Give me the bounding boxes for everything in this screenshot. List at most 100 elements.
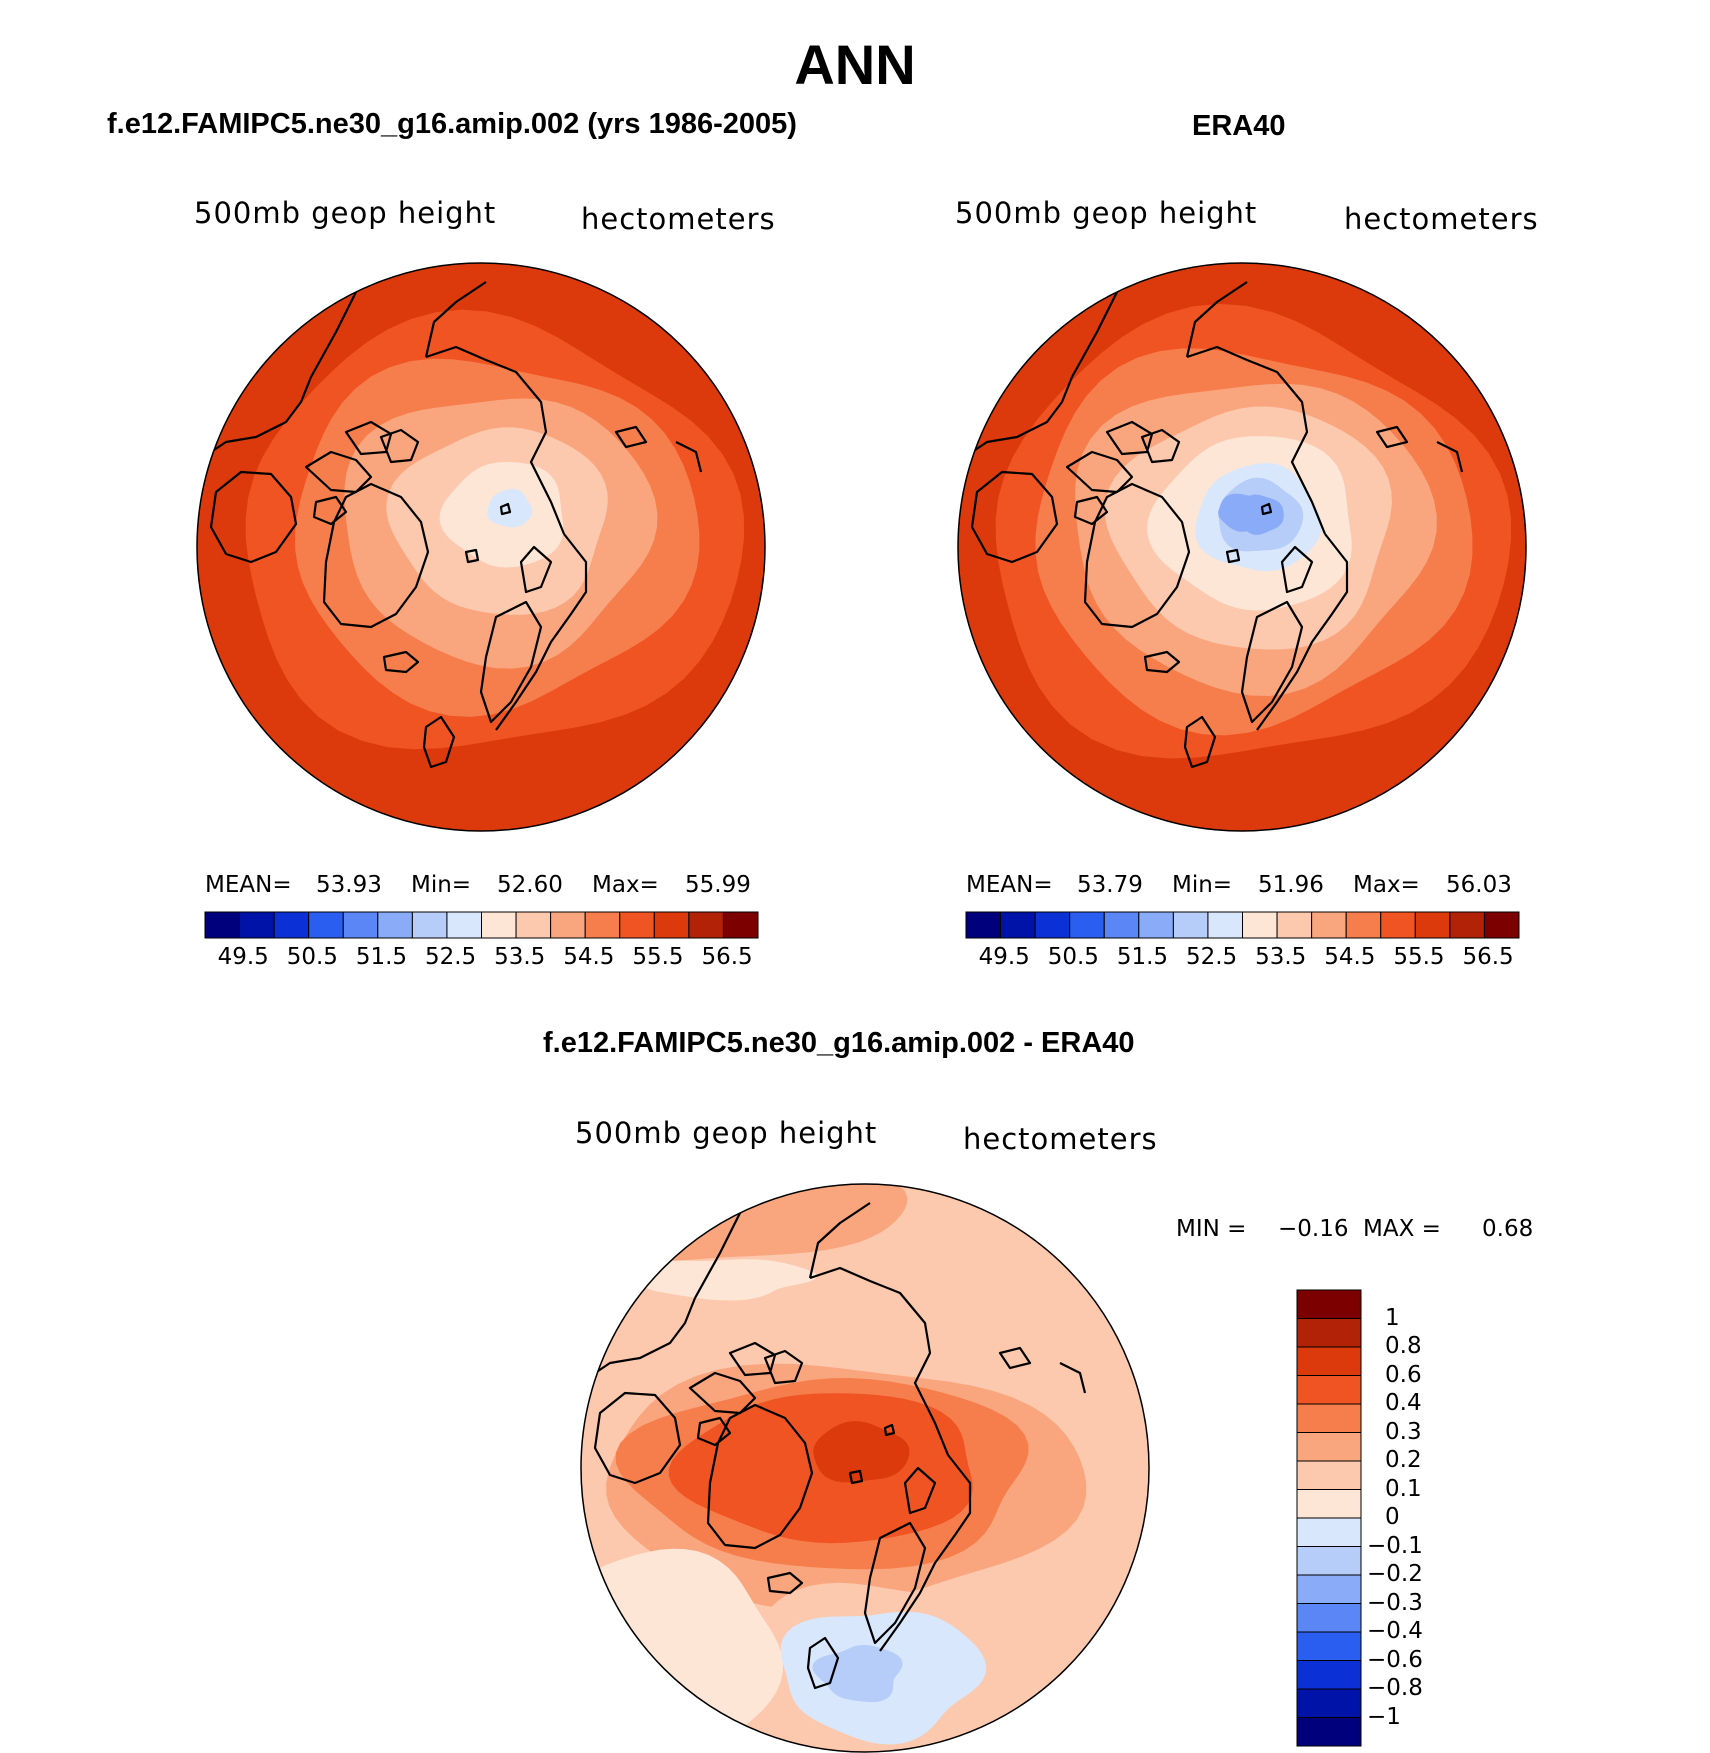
colorbar-box [550, 911, 586, 939]
colorbar-box [1296, 1603, 1362, 1633]
coastline [1073, 495, 1109, 526]
coastline [1375, 425, 1409, 449]
coastline [425, 345, 566, 535]
coastline [209, 470, 298, 564]
coastline [1143, 650, 1181, 674]
colorbar-box [1296, 1375, 1362, 1405]
colorbar-tick-label: 51.5 [1116, 944, 1169, 970]
colorbar-box [1296, 1318, 1362, 1348]
colorbar-box [1296, 1688, 1362, 1718]
colorbar-tick-label: 52.5 [424, 944, 477, 970]
colorbar-tick-label: 56.5 [701, 944, 753, 970]
coastline [495, 533, 588, 731]
coastline [614, 425, 648, 449]
coastline [688, 1371, 757, 1415]
colorbar-tick-label: −1 [1367, 1703, 1401, 1730]
colorbar-tick-label: −0.8 [1367, 1675, 1423, 1701]
colorbar-box [1311, 911, 1347, 939]
colorbar-box [1207, 911, 1243, 939]
colorbar-box [1296, 1546, 1362, 1576]
obs-units-label: hectometers [1344, 202, 1539, 236]
colorbar-box [1414, 911, 1451, 939]
colorbar-box [722, 911, 759, 939]
colorbar-box [1138, 911, 1174, 939]
colorbar-box [1483, 911, 1520, 939]
diff-colorbar [1296, 1289, 1362, 1747]
obs-variable-label: 500mb geop height [955, 196, 1258, 230]
colorbar-tick-label: 0.4 [1385, 1390, 1422, 1416]
colorbar-box [515, 911, 552, 939]
coastline [1065, 450, 1134, 494]
colorbar-tick-label: 0.3 [1385, 1418, 1422, 1445]
coastline [593, 1391, 682, 1485]
coastline [1280, 545, 1314, 594]
obs-max-label: Max= [1353, 872, 1420, 898]
colorbar-tick-label: −0.6 [1367, 1646, 1423, 1673]
colorbar-tick-label: 54.5 [563, 944, 615, 970]
coastline [694, 1212, 741, 1299]
coastline [1436, 441, 1464, 473]
diff-units-label: hectometers [963, 1122, 1158, 1156]
colorbar-box [377, 911, 413, 939]
colorbar-tick-label: 0 [1385, 1504, 1400, 1530]
coastline [883, 1423, 896, 1437]
coastline [728, 1341, 777, 1377]
coastline [879, 1454, 972, 1652]
coastline [696, 1416, 732, 1447]
coastline [970, 470, 1059, 564]
colorbar-tick-label: −0.2 [1367, 1561, 1423, 1587]
model-colorbar [204, 911, 759, 939]
diff-panel-title: f.e12.FAMIPC5.ne30_g16.amip.002 - ERA40 [543, 1027, 1135, 1059]
model-min-label: Min= [411, 872, 472, 898]
obs-min-label: Min= [1172, 872, 1233, 898]
colorbar-tick-label: 49.5 [217, 944, 269, 970]
coastline [1083, 482, 1191, 629]
colorbar-box [1276, 911, 1313, 939]
coastline [1185, 281, 1248, 358]
coastline [808, 1202, 871, 1279]
coastline [310, 291, 357, 378]
obs-min-value: 51.96 [1258, 872, 1324, 898]
coastline [499, 502, 512, 516]
model-polar-map [196, 262, 766, 832]
colorbar-box [1242, 911, 1278, 939]
colorbar-box [1034, 911, 1071, 939]
obs-mean-label: MEAN= [966, 872, 1053, 898]
colorbar-tick-label: 50.5 [286, 944, 338, 970]
model-variable-label: 500mb geop height [194, 196, 497, 230]
coastline [197, 376, 313, 463]
colorbar-box [965, 911, 1002, 939]
colorbar-box [239, 911, 275, 939]
colorbar-box [1296, 1346, 1362, 1376]
coastline [304, 450, 373, 494]
coastline [1140, 428, 1181, 464]
colorbar-tick-label: 53.5 [1255, 944, 1307, 970]
diff-min-value: −0.16 [1278, 1216, 1349, 1242]
colorbar-tick-label: 49.5 [978, 944, 1030, 970]
coastline [519, 545, 553, 594]
coastline [322, 482, 430, 629]
coastline [379, 428, 420, 464]
figure-title: ANN [794, 33, 916, 96]
colorbar-box [1345, 911, 1382, 939]
coastline [763, 1349, 804, 1385]
diff-min-label: MIN = [1176, 1216, 1247, 1242]
colorbar-box [1069, 911, 1105, 939]
coastline [766, 1571, 804, 1595]
obs-colorbar [965, 911, 1520, 939]
coastline [1225, 548, 1241, 564]
coastline [1105, 420, 1154, 456]
map-boundary [957, 262, 1527, 832]
colorbar-box [1000, 911, 1036, 939]
colorbar-tick-label: 54.5 [1324, 944, 1376, 970]
colorbar-box [1296, 1432, 1362, 1462]
colorbar-box [1296, 1660, 1362, 1690]
colorbar-box [1380, 911, 1416, 939]
colorbar-box [446, 911, 482, 939]
coastline [848, 1469, 864, 1485]
colorbar-tick-label: 50.5 [1047, 944, 1099, 970]
contour-band [581, 1184, 908, 1263]
diff-polar-map [580, 1183, 1150, 1753]
coastline [675, 441, 703, 473]
coastline [706, 1403, 814, 1550]
